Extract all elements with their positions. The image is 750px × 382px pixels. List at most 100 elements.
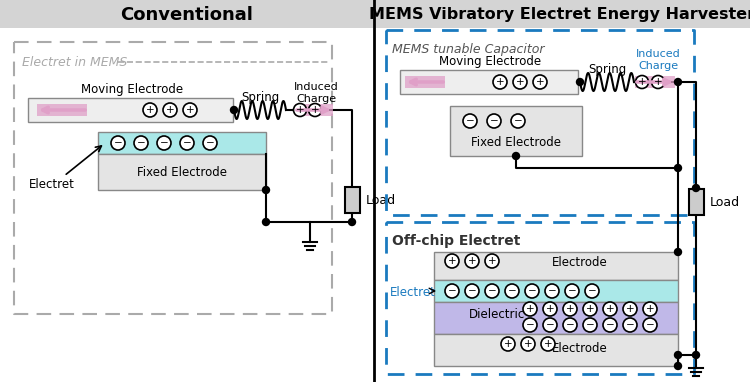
Text: −: −: [566, 320, 574, 330]
Text: MEMS Vibratory Electret Energy Harvester: MEMS Vibratory Electret Energy Harvester: [369, 8, 750, 23]
Text: −: −: [136, 138, 146, 148]
Text: +: +: [586, 304, 594, 314]
Text: Load: Load: [710, 196, 740, 209]
Text: −: −: [545, 320, 554, 330]
Circle shape: [583, 302, 597, 316]
Circle shape: [623, 318, 637, 332]
Circle shape: [563, 318, 577, 332]
Circle shape: [533, 75, 547, 89]
Circle shape: [463, 114, 477, 128]
Circle shape: [674, 351, 682, 358]
Bar: [98, 154, 266, 190]
Text: −: −: [646, 320, 654, 330]
Text: Electret in MEMS: Electret in MEMS: [22, 55, 128, 68]
Text: Electret: Electret: [29, 178, 75, 191]
Circle shape: [349, 219, 355, 225]
Circle shape: [603, 318, 617, 332]
Text: +: +: [504, 339, 512, 349]
Circle shape: [487, 114, 501, 128]
Text: −: −: [626, 320, 634, 330]
Circle shape: [203, 136, 217, 150]
Text: +: +: [526, 304, 534, 314]
Text: −: −: [508, 286, 516, 296]
Text: +: +: [186, 105, 194, 115]
Text: +: +: [496, 77, 504, 87]
Text: −: −: [514, 116, 522, 126]
Circle shape: [521, 337, 535, 351]
Circle shape: [485, 284, 499, 298]
Text: +: +: [468, 256, 476, 266]
Circle shape: [545, 284, 559, 298]
Circle shape: [293, 104, 307, 117]
Bar: [344, 187, 359, 213]
Bar: [434, 252, 678, 280]
Bar: [434, 280, 678, 302]
Text: Conventional: Conventional: [121, 6, 254, 24]
Text: Fixed Electrode: Fixed Electrode: [137, 165, 227, 178]
Circle shape: [183, 103, 197, 117]
Text: −: −: [490, 116, 498, 126]
Text: +: +: [488, 256, 496, 266]
Text: −: −: [183, 138, 191, 148]
Circle shape: [262, 219, 269, 225]
Text: −: −: [588, 286, 596, 296]
Circle shape: [523, 302, 537, 316]
Circle shape: [262, 186, 269, 194]
Bar: [400, 70, 578, 94]
Circle shape: [465, 284, 479, 298]
Text: +: +: [646, 304, 654, 314]
Text: +: +: [146, 105, 154, 115]
Text: −: −: [448, 286, 456, 296]
Text: +: +: [638, 77, 646, 87]
Circle shape: [643, 302, 657, 316]
Bar: [434, 334, 678, 366]
Text: +: +: [546, 304, 554, 314]
Bar: [405, 76, 445, 88]
Text: −: −: [526, 320, 534, 330]
Circle shape: [157, 136, 171, 150]
Text: Electret: Electret: [390, 286, 436, 299]
Bar: [295, 104, 333, 116]
Text: Spring: Spring: [588, 63, 626, 76]
Text: Induced
Charge: Induced Charge: [294, 82, 338, 104]
Circle shape: [445, 254, 459, 268]
Circle shape: [692, 185, 700, 191]
Bar: [0, 0, 750, 28]
Text: −: −: [114, 138, 122, 148]
Circle shape: [445, 284, 459, 298]
Bar: [14, 42, 332, 314]
Circle shape: [577, 78, 584, 86]
Text: +: +: [536, 77, 544, 87]
Text: Moving Electrode: Moving Electrode: [81, 84, 183, 97]
Circle shape: [563, 302, 577, 316]
Text: +: +: [310, 105, 320, 115]
Text: +: +: [654, 77, 662, 87]
Text: −: −: [548, 286, 556, 296]
Bar: [386, 30, 694, 215]
Text: −: −: [528, 286, 536, 296]
Bar: [434, 302, 678, 334]
Text: Dielectric: Dielectric: [469, 309, 525, 322]
Circle shape: [308, 104, 322, 117]
Circle shape: [674, 363, 682, 369]
Text: +: +: [448, 256, 456, 266]
Circle shape: [674, 78, 682, 86]
Circle shape: [523, 318, 537, 332]
Text: Load: Load: [366, 194, 396, 207]
Text: −: −: [586, 320, 594, 330]
Circle shape: [603, 302, 617, 316]
Circle shape: [674, 249, 682, 256]
Circle shape: [111, 136, 125, 150]
Circle shape: [493, 75, 507, 89]
Circle shape: [512, 152, 520, 160]
Bar: [37, 104, 87, 116]
Text: −: −: [488, 286, 496, 296]
Circle shape: [230, 107, 238, 113]
Circle shape: [623, 302, 637, 316]
Bar: [688, 189, 703, 215]
Text: Induced
Charge: Induced Charge: [635, 49, 680, 71]
Text: +: +: [296, 105, 304, 115]
Bar: [28, 98, 233, 122]
Text: +: +: [626, 304, 634, 314]
Circle shape: [565, 284, 579, 298]
